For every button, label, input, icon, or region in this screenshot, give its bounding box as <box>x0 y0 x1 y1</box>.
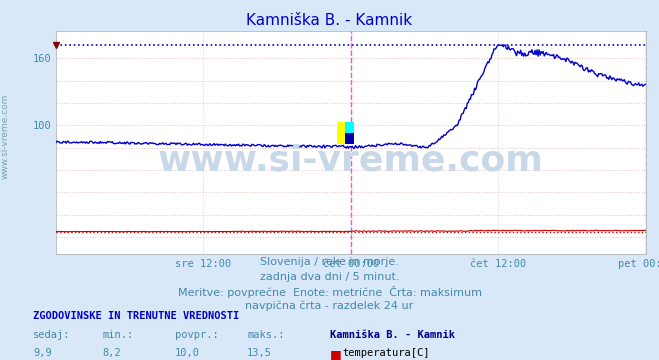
Text: Kamniška B. - Kamnik: Kamniška B. - Kamnik <box>330 330 455 340</box>
Text: ■: ■ <box>330 348 341 360</box>
Bar <box>345 122 354 136</box>
Text: ZGODOVINSKE IN TRENUTNE VREDNOSTI: ZGODOVINSKE IN TRENUTNE VREDNOSTI <box>33 311 239 321</box>
Text: Meritve: povprečne  Enote: metrične  Črta: maksimum: Meritve: povprečne Enote: metrične Črta:… <box>177 286 482 298</box>
Text: temperatura[C]: temperatura[C] <box>343 348 430 358</box>
Bar <box>345 133 354 144</box>
Text: Kamniška B. - Kamnik: Kamniška B. - Kamnik <box>246 13 413 28</box>
Text: navpična črta - razdelek 24 ur: navpična črta - razdelek 24 ur <box>245 301 414 311</box>
Text: Slovenija / reke in morje.: Slovenija / reke in morje. <box>260 257 399 267</box>
Text: 13,5: 13,5 <box>247 348 272 358</box>
Text: 10,0: 10,0 <box>175 348 200 358</box>
Text: 8,2: 8,2 <box>102 348 121 358</box>
Text: www.si-vreme.com: www.si-vreme.com <box>158 143 544 177</box>
Text: zadnja dva dni / 5 minut.: zadnja dva dni / 5 minut. <box>260 272 399 282</box>
Text: min.:: min.: <box>102 330 133 340</box>
Text: povpr.:: povpr.: <box>175 330 218 340</box>
Text: maks.:: maks.: <box>247 330 285 340</box>
Text: www.si-vreme.com: www.si-vreme.com <box>1 94 10 180</box>
Text: sedaj:: sedaj: <box>33 330 71 340</box>
Bar <box>337 122 347 144</box>
Text: 9,9: 9,9 <box>33 348 51 358</box>
